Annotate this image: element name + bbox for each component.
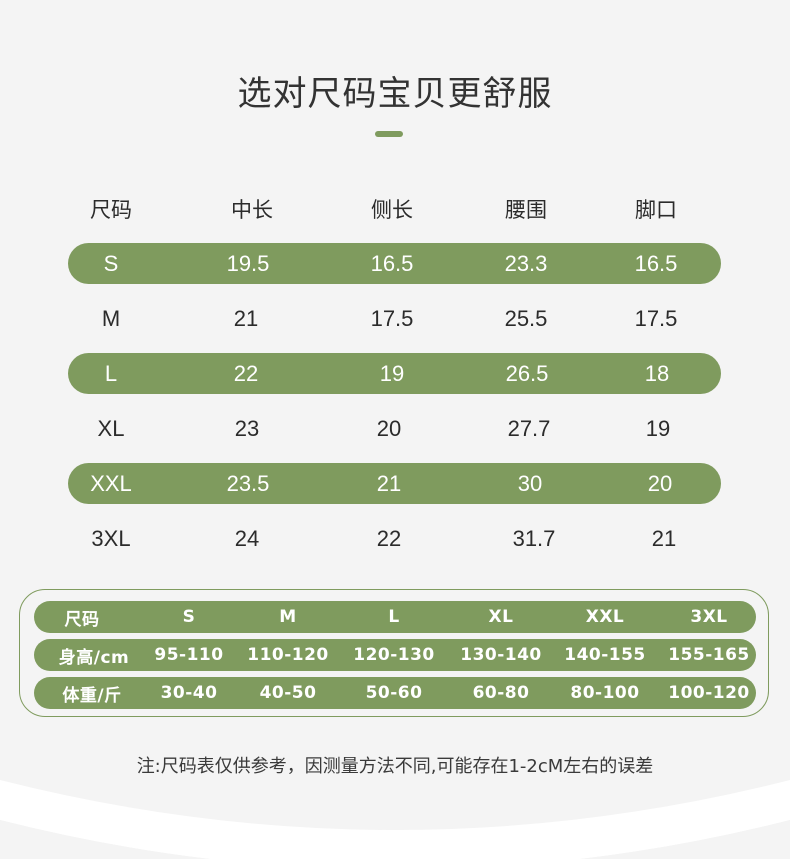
reference-label: 尺码 — [64, 609, 100, 630]
header-cell-mid-length: 中长 — [231, 198, 273, 222]
reference-value: 140-155 — [564, 645, 646, 665]
size-disclaimer-note: 注:尺码表仅供参考，因测量方法不同,可能存在1-2cM左右的误差 — [136, 756, 654, 777]
reference-value: XXL — [585, 607, 625, 627]
reference-label: 身高/cm — [58, 647, 130, 668]
page-title: 选对尺码宝贝更舒服 — [237, 74, 553, 114]
header-cell-waist: 腰围 — [505, 198, 547, 222]
value-cell: 22 — [233, 360, 259, 386]
value-cell: 16.5 — [634, 250, 678, 276]
size-cell: S — [103, 250, 119, 276]
value-cell: 27.7 — [507, 415, 551, 441]
reference-value: XL — [488, 607, 514, 627]
reference-row-size: 尺码 S M L XL XXL 3XL — [34, 601, 756, 633]
value-cell: 19 — [645, 415, 671, 441]
reference-value: 3XL — [690, 607, 728, 627]
reference-value: 80-100 — [570, 683, 640, 703]
reference-row-weight: 体重/斤 30-40 40-50 50-60 60-80 80-100 100-… — [34, 677, 756, 709]
reference-value: M — [279, 607, 297, 627]
value-cell: 19 — [379, 360, 405, 386]
header-cell-side-length: 侧长 — [371, 198, 413, 222]
reference-value: 50-60 — [365, 683, 423, 703]
size-chart-table: 尺码 中长 侧长 腰围 脚口 S 19.5 16.5 23.3 16.5 M 2… — [68, 189, 721, 573]
size-cell: L — [104, 360, 118, 386]
height-weight-reference-table: 尺码 S M L XL XXL 3XL 身高/cm 95-110 110-120… — [19, 589, 769, 717]
decorative-bottom-wave — [0, 780, 790, 859]
value-cell: 30 — [517, 470, 543, 496]
value-cell: 20 — [376, 415, 402, 441]
table-row: 3XL 24 22 31.7 21 — [68, 518, 721, 559]
reference-value: 60-80 — [472, 683, 530, 703]
size-cell: M — [101, 305, 121, 331]
reference-value: 120-130 — [353, 645, 435, 665]
reference-value: 155-165 — [668, 645, 750, 665]
value-cell: 21 — [651, 525, 677, 551]
reference-value: 95-110 — [154, 645, 224, 665]
reference-value: 30-40 — [160, 683, 218, 703]
value-cell: 21 — [376, 470, 402, 496]
value-cell: 16.5 — [370, 250, 414, 276]
value-cell: 23.3 — [504, 250, 548, 276]
value-cell: 31.7 — [512, 525, 556, 551]
reference-row-height: 身高/cm 95-110 110-120 120-130 130-140 140… — [34, 639, 756, 671]
table-row: XL 23 20 27.7 19 — [68, 408, 721, 449]
reference-value: 130-140 — [460, 645, 542, 665]
size-cell: 3XL — [91, 525, 131, 551]
header-cell-hem: 脚口 — [635, 198, 677, 222]
title-underline-divider — [375, 131, 403, 137]
table-row: S 19.5 16.5 23.3 16.5 — [68, 243, 721, 284]
reference-value: 100-120 — [668, 683, 750, 703]
table-row: M 21 17.5 25.5 17.5 — [68, 298, 721, 339]
reference-value: L — [388, 607, 400, 627]
reference-value: 40-50 — [259, 683, 317, 703]
value-cell: 26.5 — [505, 360, 549, 386]
reference-value: S — [182, 607, 196, 627]
reference-value: 110-120 — [247, 645, 329, 665]
size-cell: XL — [97, 415, 125, 441]
value-cell: 24 — [234, 525, 260, 551]
size-table-header-row: 尺码 中长 侧长 腰围 脚口 — [68, 189, 721, 229]
value-cell: 17.5 — [370, 305, 414, 331]
reference-label: 体重/斤 — [62, 685, 122, 706]
value-cell: 23.5 — [226, 470, 270, 496]
value-cell: 19.5 — [226, 250, 270, 276]
table-row: XXL 23.5 21 30 20 — [68, 463, 721, 504]
value-cell: 25.5 — [504, 305, 548, 331]
value-cell: 17.5 — [634, 305, 678, 331]
size-cell: XXL — [90, 470, 132, 496]
value-cell: 20 — [647, 470, 673, 496]
header-cell-size: 尺码 — [90, 198, 132, 222]
value-cell: 23 — [234, 415, 260, 441]
table-row: L 22 19 26.5 18 — [68, 353, 721, 394]
value-cell: 22 — [376, 525, 402, 551]
value-cell: 21 — [233, 305, 259, 331]
value-cell: 18 — [644, 360, 670, 386]
